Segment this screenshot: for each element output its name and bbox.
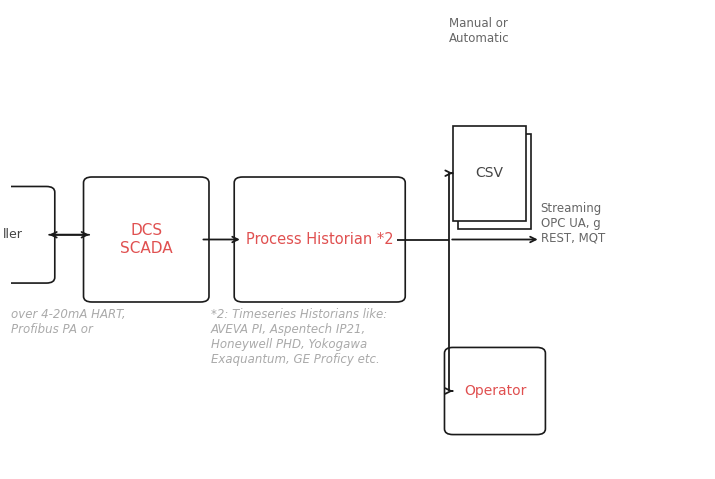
Text: Operator: Operator (464, 384, 526, 398)
Text: Streaming
OPC UA, g
REST, MQT: Streaming OPC UA, g REST, MQT (541, 202, 605, 245)
FancyBboxPatch shape (445, 347, 546, 434)
Text: over 4-20mA HART,
Profibus PA or: over 4-20mA HART, Profibus PA or (11, 308, 126, 336)
Text: CSV: CSV (475, 166, 503, 180)
Text: Manual or
Automatic: Manual or Automatic (450, 17, 510, 45)
Text: *2: Timeseries Historians like:
AVEVA PI, Aspentech IP21,
Honeywell PHD, Yokogaw: *2: Timeseries Historians like: AVEVA PI… (211, 308, 388, 366)
FancyBboxPatch shape (84, 177, 209, 302)
Text: Process Historian *2: Process Historian *2 (246, 232, 393, 247)
Bar (453, 126, 526, 220)
FancyBboxPatch shape (235, 177, 405, 302)
Text: ller: ller (3, 228, 23, 241)
Text: DCS
SCADA: DCS SCADA (120, 223, 172, 256)
Bar (458, 135, 531, 229)
FancyBboxPatch shape (0, 186, 55, 283)
